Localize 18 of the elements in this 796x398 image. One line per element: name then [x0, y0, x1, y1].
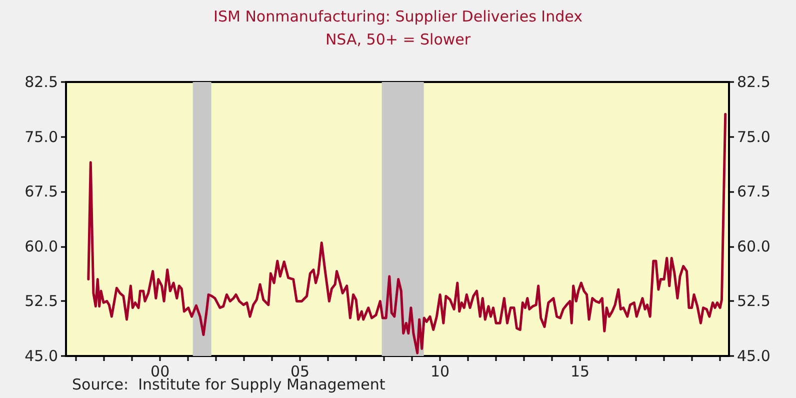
line-series — [87, 112, 727, 354]
y2-tick-label: 82.5 — [737, 73, 770, 91]
chart-title: ISM Nonmanufacturing: Supplier Deliveries Index — [214, 8, 583, 26]
y-tick-label: 45.0 — [24, 347, 58, 365]
source-note: Source: Institute for Supply Management — [72, 376, 386, 394]
chart-subtitle: NSA, 50+ = Slower — [325, 30, 472, 48]
y2-tick-label: 45.0 — [737, 347, 770, 365]
x-tick-label: 10 — [430, 362, 450, 380]
y-tick-label: 82.5 — [24, 73, 58, 91]
y2-tick-label: 75.0 — [737, 128, 770, 146]
x-tick-label: 15 — [570, 362, 590, 380]
y-tick-label: 75.0 — [24, 128, 58, 146]
y-tick-label: 52.5 — [24, 292, 58, 310]
y2-tick-label: 52.5 — [737, 292, 770, 310]
y2-tick-label: 60.0 — [737, 237, 770, 256]
y2-tick-label: 67.5 — [737, 182, 770, 201]
y-tick-label: 67.5 — [24, 182, 58, 201]
y-tick-label: 60.0 — [24, 237, 58, 256]
